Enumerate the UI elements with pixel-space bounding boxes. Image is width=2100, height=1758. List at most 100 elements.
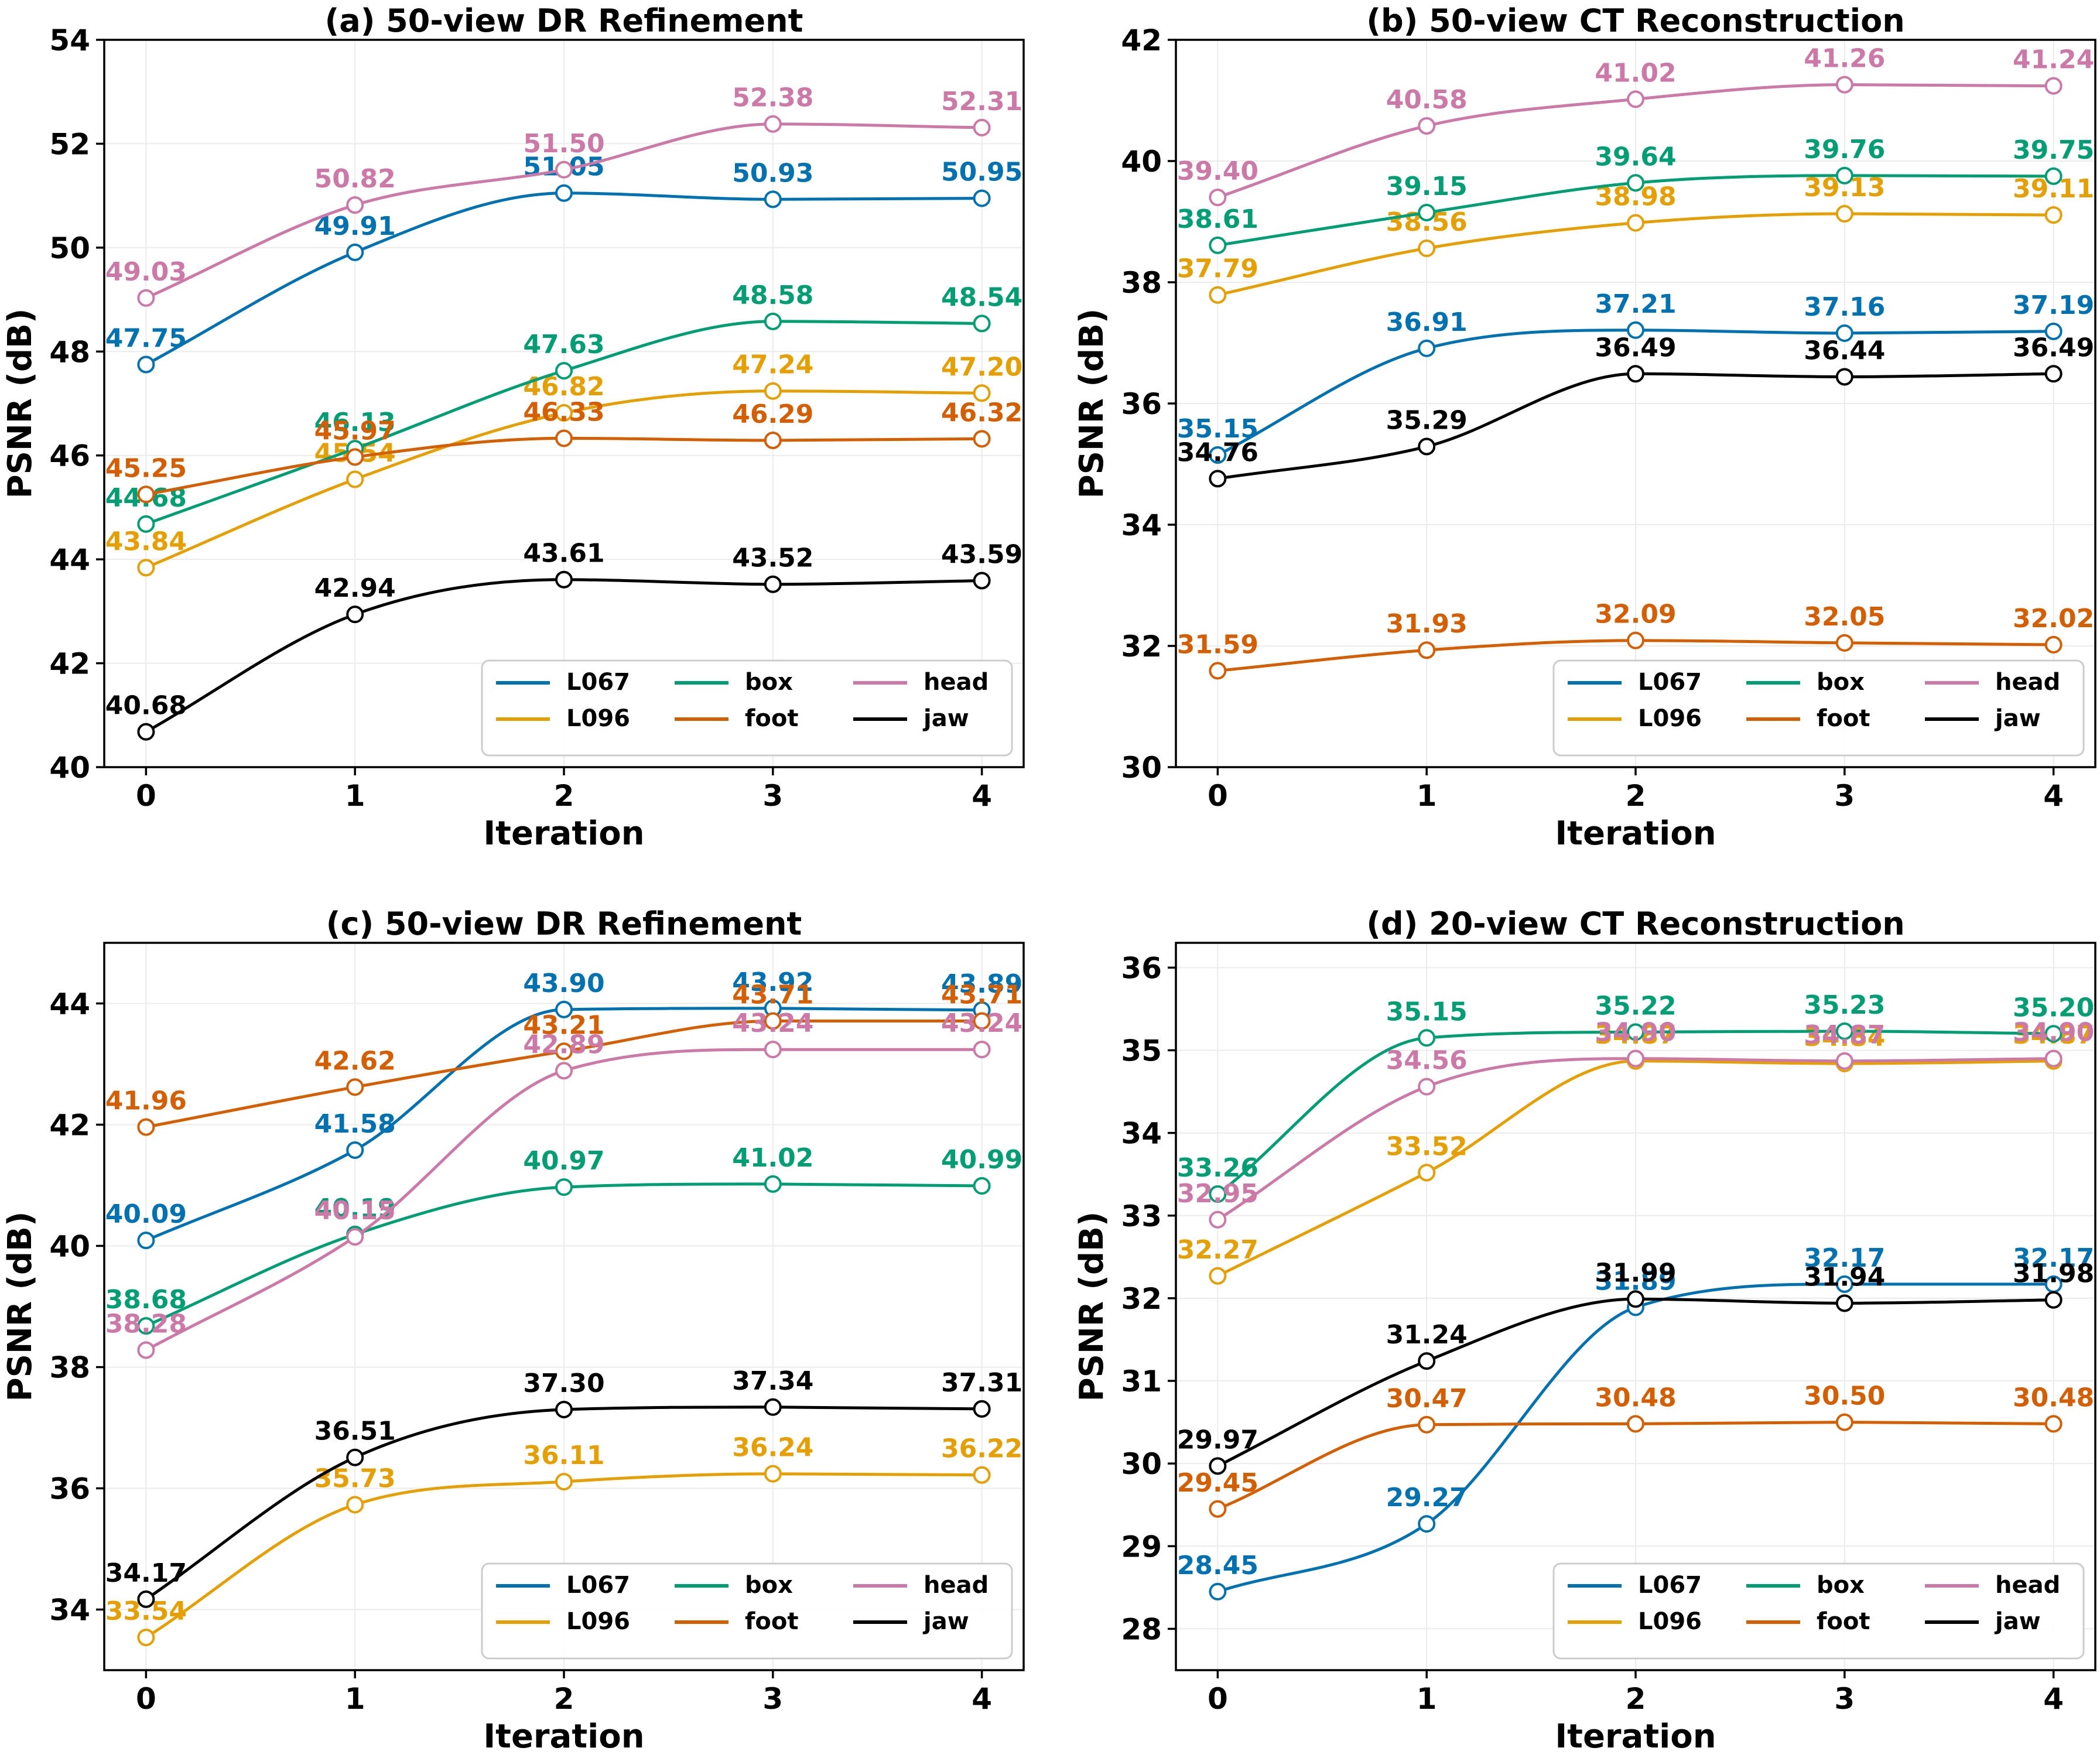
x-axis-label: Iteration [1555, 1718, 1716, 1756]
data-label-foot: 43.21 [523, 1010, 604, 1040]
y-tick-label: 33 [1121, 1199, 1162, 1233]
data-point-foot [1627, 631, 1644, 649]
data-point-head [973, 118, 991, 136]
data-label-head: 49.03 [105, 257, 187, 287]
data-point-box [973, 314, 991, 333]
legend-label-box: box [745, 669, 793, 696]
data-label-box: 39.76 [1804, 135, 1885, 165]
data-label-head: 38.28 [105, 1309, 187, 1339]
data-point-foot [137, 1118, 155, 1136]
data-point-box [764, 312, 782, 330]
data-point-box [555, 362, 573, 380]
legend-label-L067: L067 [566, 669, 630, 696]
y-tick-label: 40 [49, 751, 90, 785]
data-label-head: 52.31 [941, 87, 1022, 117]
data-point-foot [1209, 1500, 1227, 1518]
y-tick-label: 30 [1121, 1447, 1162, 1481]
y-tick-label: 28 [1121, 1612, 1162, 1646]
legend-label-jaw: jaw [1994, 1608, 2041, 1635]
data-point-jaw [1627, 1290, 1644, 1308]
data-point-jaw [973, 1400, 991, 1418]
series-line-L067 [1217, 1282, 2054, 1593]
data-point-jaw [1418, 1352, 1436, 1370]
data-point-L067 [555, 184, 573, 202]
y-tick-label: 35 [1121, 1034, 1162, 1068]
data-label-foot: 30.50 [1804, 1381, 1885, 1411]
x-tick-label: 3 [1834, 1682, 1855, 1716]
data-point-box [2044, 1025, 2063, 1043]
data-label-L067: 29.27 [1386, 1483, 1468, 1513]
data-point-L096 [1627, 214, 1644, 232]
data-point-head [346, 1227, 364, 1246]
data-label-jaw: 34.17 [105, 1558, 187, 1588]
panel-d: (d) 20-view CT Reconstruction28293031323… [1073, 905, 2096, 1756]
data-label-jaw: 31.99 [1595, 1258, 1676, 1288]
data-label-jaw: 43.59 [941, 540, 1022, 570]
x-tick-label: 0 [1208, 779, 1228, 813]
data-point-head [555, 160, 573, 179]
data-point-foot [2044, 635, 2063, 654]
data-point-box [1835, 166, 1853, 184]
data-label-foot: 46.32 [941, 398, 1022, 427]
x-tick-label: 0 [136, 779, 156, 813]
data-point-L096 [1835, 205, 1853, 223]
data-point-jaw [1209, 1457, 1227, 1475]
data-label-jaw: 36.51 [314, 1417, 396, 1446]
x-tick-label: 3 [1834, 779, 1855, 813]
data-label-box: 38.61 [1177, 204, 1258, 234]
data-point-head [1209, 1210, 1227, 1229]
x-axis-label: Iteration [483, 815, 644, 853]
data-label-box: 46.13 [314, 408, 396, 437]
data-label-jaw: 42.94 [314, 573, 396, 603]
data-label-head: 39.40 [1177, 156, 1258, 186]
data-point-foot [346, 1078, 364, 1096]
data-label-head: 50.82 [314, 164, 396, 194]
data-point-foot [346, 448, 364, 466]
data-label-L067: 50.93 [732, 158, 813, 188]
data-label-foot: 30.48 [2013, 1383, 2094, 1412]
data-point-jaw [2044, 365, 2063, 383]
x-tick-label: 1 [1417, 1682, 1437, 1716]
y-tick-label: 42 [49, 647, 90, 681]
y-tick-label: 38 [1121, 266, 1162, 300]
data-point-L067 [137, 355, 155, 374]
data-label-foot: 43.71 [732, 980, 813, 1010]
data-point-foot [1418, 1415, 1436, 1434]
data-point-head [764, 115, 782, 133]
data-point-box [1627, 174, 1644, 192]
data-label-jaw: 40.68 [105, 691, 187, 721]
data-point-foot [973, 1012, 991, 1030]
data-point-L096 [1418, 240, 1436, 258]
y-axis-label: PSNR (dB) [1, 1212, 39, 1402]
x-axis-label: Iteration [483, 1718, 644, 1756]
data-point-head [1835, 1052, 1853, 1070]
data-label-L067: 43.90 [523, 969, 604, 998]
data-label-L096: 33.52 [1386, 1131, 1468, 1161]
panel-a: (a) 50-view DR Refinement404244464850525… [1, 2, 1025, 853]
data-point-jaw [555, 570, 573, 589]
data-label-foot: 31.93 [1386, 609, 1468, 639]
y-axis-label: PSNR (dB) [1073, 1212, 1111, 1402]
y-tick-label: 40 [49, 1230, 90, 1264]
data-label-L067: 32.17 [1804, 1243, 1885, 1273]
data-point-head [1835, 76, 1853, 94]
legend-label-jaw: jaw [922, 1608, 969, 1635]
data-label-L067: 37.16 [1804, 292, 1885, 322]
data-label-head: 42.89 [523, 1030, 604, 1059]
data-point-head [137, 289, 155, 307]
panel-b: (b) 50-view CT Reconstruction30323436384… [1073, 2, 2096, 853]
data-point-jaw [973, 572, 991, 590]
data-point-box [2044, 167, 2063, 185]
data-label-L067: 36.91 [1386, 307, 1468, 337]
x-tick-label: 2 [554, 779, 574, 813]
data-point-L067 [2044, 322, 2063, 340]
data-point-head [2044, 1049, 2063, 1068]
data-label-head: 34.87 [1804, 1020, 1885, 1050]
data-point-L067 [1209, 446, 1227, 464]
data-point-L096 [346, 1496, 364, 1514]
legend-label-L067: L067 [566, 1572, 630, 1599]
y-tick-label: 36 [1121, 387, 1162, 421]
data-point-head [1627, 90, 1644, 108]
data-label-foot: 32.05 [1804, 602, 1885, 632]
